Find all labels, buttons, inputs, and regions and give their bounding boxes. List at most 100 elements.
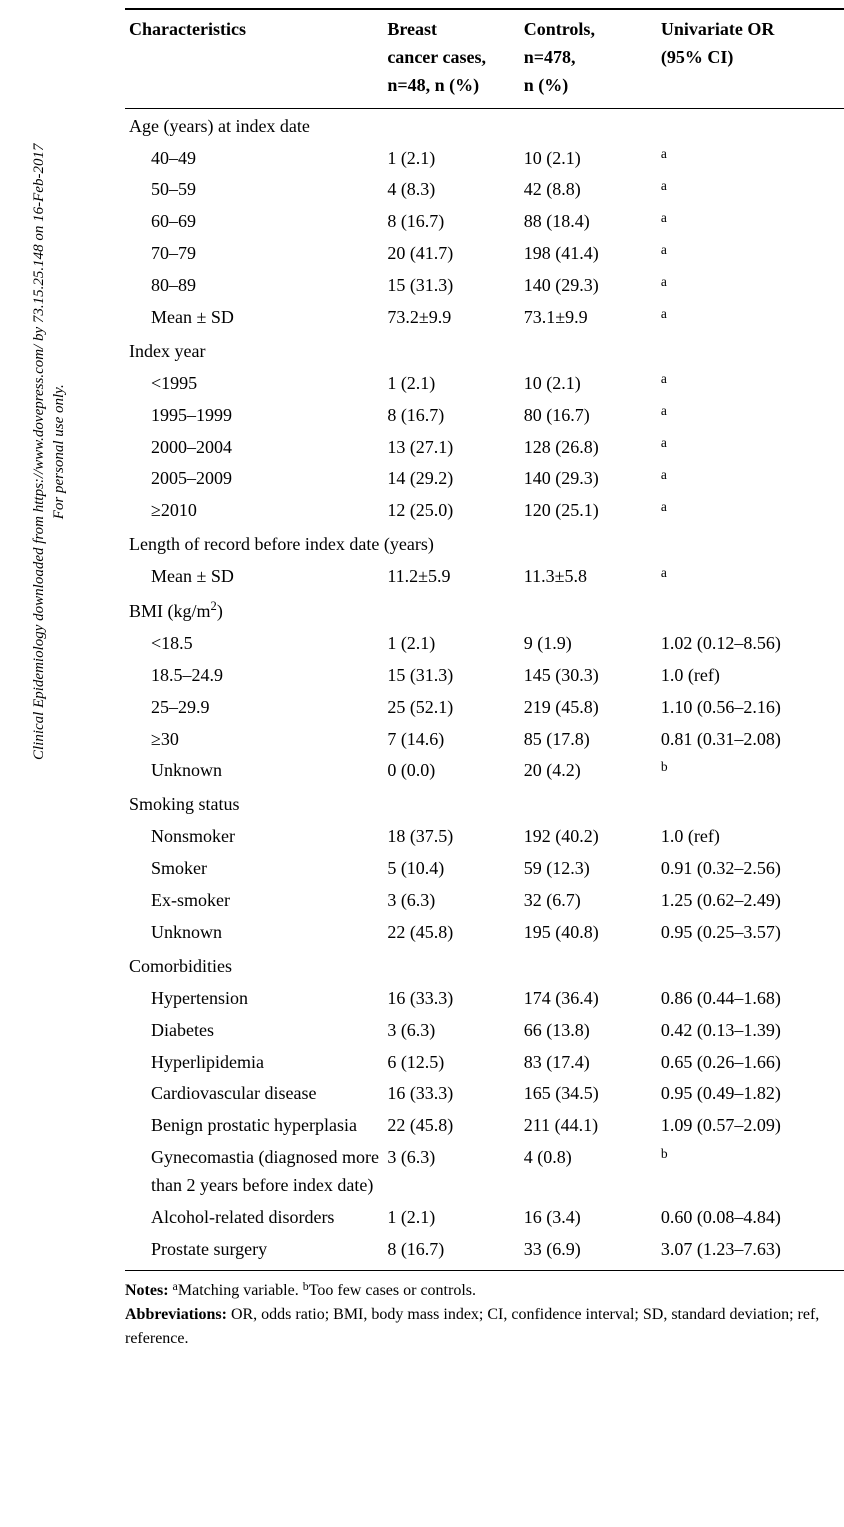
- cell-cases: 15 (31.3): [383, 660, 519, 692]
- table-row: 25–29.925 (52.1)219 (45.8)1.10 (0.56–2.1…: [125, 692, 844, 724]
- table-row: Hypertension16 (33.3)174 (36.4)0.86 (0.4…: [125, 983, 844, 1015]
- cell-controls: 20 (4.2): [520, 755, 657, 787]
- cell-controls: 4 (0.8): [520, 1142, 657, 1202]
- cell-characteristic: 25–29.9: [125, 692, 383, 724]
- cell-characteristic: Hyperlipidemia: [125, 1047, 383, 1079]
- cell-or: b: [657, 755, 844, 787]
- col-header-controls-l2: n=478,: [524, 47, 576, 67]
- cell-controls: 80 (16.7): [520, 400, 657, 432]
- col-header-controls-l1: Controls,: [524, 19, 595, 39]
- col-header-or-l2: (95% CI): [661, 47, 734, 67]
- cell-cases: 13 (27.1): [383, 432, 519, 464]
- cell-characteristic: 18.5–24.9: [125, 660, 383, 692]
- table-row: 50–594 (8.3)42 (8.8)a: [125, 174, 844, 206]
- cell-controls: 192 (40.2): [520, 821, 657, 853]
- cell-cases: 5 (10.4): [383, 853, 519, 885]
- cell-or: 0.65 (0.26–1.66): [657, 1047, 844, 1079]
- cell-controls: 10 (2.1): [520, 368, 657, 400]
- sidetext-line-1: Clinical Epidemiology downloaded from ht…: [31, 144, 47, 760]
- cell-or: 0.95 (0.49–1.82): [657, 1078, 844, 1110]
- cell-cases: 20 (41.7): [383, 238, 519, 270]
- section-header-row: Age (years) at index date: [125, 108, 844, 142]
- section-title: Length of record before index date (year…: [125, 527, 844, 561]
- cell-characteristic: Cardiovascular disease: [125, 1078, 383, 1110]
- cell-characteristic: <1995: [125, 368, 383, 400]
- table-row: 70–7920 (41.7)198 (41.4)a: [125, 238, 844, 270]
- cell-or: a: [657, 174, 844, 206]
- section-title: Comorbidities: [125, 949, 844, 983]
- table-row: <19951 (2.1)10 (2.1)a: [125, 368, 844, 400]
- cell-characteristic: 80–89: [125, 270, 383, 302]
- cell-cases: 3 (6.3): [383, 885, 519, 917]
- note-a-sup: a: [173, 1279, 178, 1293]
- cell-controls: 85 (17.8): [520, 724, 657, 756]
- cell-cases: 3 (6.3): [383, 1142, 519, 1202]
- cell-controls: 195 (40.8): [520, 917, 657, 949]
- cell-characteristic: Benign prostatic hyperplasia: [125, 1110, 383, 1142]
- cell-or: 1.10 (0.56–2.16): [657, 692, 844, 724]
- cell-cases: 7 (14.6): [383, 724, 519, 756]
- table-row: 80–8915 (31.3)140 (29.3)a: [125, 270, 844, 302]
- table-row: Ex-smoker3 (6.3)32 (6.7)1.25 (0.62–2.49): [125, 885, 844, 917]
- table-header: Characteristics Breast cancer cases, n=4…: [125, 9, 844, 108]
- footnote-marker: a: [661, 210, 667, 225]
- cell-controls: 11.3±5.8: [520, 561, 657, 593]
- cell-cases: 73.2±9.9: [383, 302, 519, 334]
- cell-controls: 83 (17.4): [520, 1047, 657, 1079]
- cell-controls: 88 (18.4): [520, 206, 657, 238]
- cell-or: 0.95 (0.25–3.57): [657, 917, 844, 949]
- table-row: Unknown0 (0.0)20 (4.2)b: [125, 755, 844, 787]
- cell-controls: 73.1±9.9: [520, 302, 657, 334]
- section-header-row: Index year: [125, 334, 844, 368]
- notes-label: Notes:: [125, 1282, 169, 1299]
- cell-characteristic: ≥2010: [125, 495, 383, 527]
- abbreviations-line: Abbreviations: OR, odds ratio; BMI, body…: [125, 1303, 844, 1351]
- cell-controls: 59 (12.3): [520, 853, 657, 885]
- cell-cases: 8 (16.7): [383, 1234, 519, 1270]
- cell-or: a: [657, 143, 844, 175]
- cell-cases: 16 (33.3): [383, 1078, 519, 1110]
- cell-controls: 140 (29.3): [520, 463, 657, 495]
- table-row: 60–698 (16.7)88 (18.4)a: [125, 206, 844, 238]
- cell-characteristic: 2005–2009: [125, 463, 383, 495]
- notes-line: Notes: aMatching variable. bToo few case…: [125, 1279, 844, 1303]
- cell-characteristic: Gynecomastia (diagnosed more than 2 year…: [125, 1142, 383, 1202]
- cell-characteristic: Diabetes: [125, 1015, 383, 1047]
- cell-or: 0.60 (0.08–4.84): [657, 1202, 844, 1234]
- characteristics-table-container: Characteristics Breast cancer cases, n=4…: [125, 8, 844, 1351]
- cell-or: a: [657, 270, 844, 302]
- cell-characteristic: ≥30: [125, 724, 383, 756]
- cell-or: 0.91 (0.32–2.56): [657, 853, 844, 885]
- col-header-or-l1: Univariate OR: [661, 19, 774, 39]
- cell-cases: 25 (52.1): [383, 692, 519, 724]
- cell-cases: 14 (29.2): [383, 463, 519, 495]
- cell-cases: 1 (2.1): [383, 143, 519, 175]
- cell-cases: 11.2±5.9: [383, 561, 519, 593]
- cell-controls: 33 (6.9): [520, 1234, 657, 1270]
- section-header-row: Smoking status: [125, 787, 844, 821]
- table-row: 18.5–24.915 (31.3)145 (30.3)1.0 (ref): [125, 660, 844, 692]
- table-row: <18.51 (2.1)9 (1.9)1.02 (0.12–8.56): [125, 628, 844, 660]
- cell-cases: 22 (45.8): [383, 917, 519, 949]
- cell-or: a: [657, 400, 844, 432]
- table-row: Mean ± SD11.2±5.911.3±5.8a: [125, 561, 844, 593]
- cell-cases: 22 (45.8): [383, 1110, 519, 1142]
- cell-controls: 10 (2.1): [520, 143, 657, 175]
- section-title: Index year: [125, 334, 844, 368]
- table-body: Age (years) at index date40–491 (2.1)10 …: [125, 108, 844, 1270]
- cell-characteristic: Alcohol-related disorders: [125, 1202, 383, 1234]
- section-title: Age (years) at index date: [125, 108, 844, 142]
- table-row: Cardiovascular disease16 (33.3)165 (34.5…: [125, 1078, 844, 1110]
- cell-controls: 219 (45.8): [520, 692, 657, 724]
- cell-controls: 9 (1.9): [520, 628, 657, 660]
- table-row: ≥307 (14.6)85 (17.8)0.81 (0.31–2.08): [125, 724, 844, 756]
- cell-characteristic: 40–49: [125, 143, 383, 175]
- cell-or: 0.42 (0.13–1.39): [657, 1015, 844, 1047]
- cell-characteristic: <18.5: [125, 628, 383, 660]
- cell-characteristic: Unknown: [125, 917, 383, 949]
- cell-cases: 8 (16.7): [383, 206, 519, 238]
- section-title: BMI (kg/m2): [125, 593, 844, 628]
- cell-controls: 42 (8.8): [520, 174, 657, 206]
- download-attribution-sidetext: Clinical Epidemiology downloaded from ht…: [30, 144, 69, 760]
- cell-or: a: [657, 463, 844, 495]
